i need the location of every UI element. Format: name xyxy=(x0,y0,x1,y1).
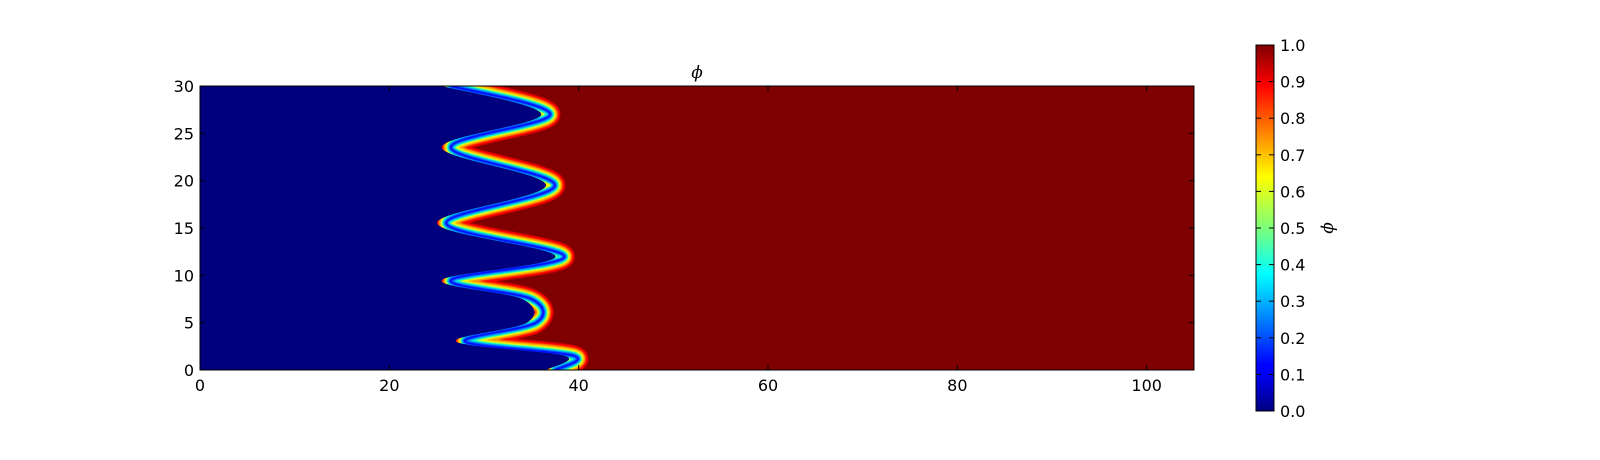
colorbar-tick-label: 1.0 xyxy=(1280,36,1305,55)
colorbar-tick-label: 0.1 xyxy=(1280,365,1305,384)
x-tick-label: 100 xyxy=(1131,376,1162,395)
y-tick-label: 5 xyxy=(184,314,194,333)
x-tick-label: 0 xyxy=(195,376,205,395)
interface-core-band xyxy=(445,86,579,370)
x-tick-label: 40 xyxy=(568,376,588,395)
heatmap-area xyxy=(200,86,1194,370)
y-axis: 0 5 10 15 20 25 30 xyxy=(174,77,1194,380)
y-tick-label: 25 xyxy=(174,124,194,143)
colorbar-tick-label: 0.4 xyxy=(1280,256,1305,275)
colorbar-tick-label: 0.5 xyxy=(1280,219,1305,238)
y-tick-label: 30 xyxy=(174,77,194,96)
colorbar-tick-label: 0.8 xyxy=(1280,109,1305,128)
colorbar-label: ϕ xyxy=(1319,222,1339,234)
x-tick-label: 80 xyxy=(947,376,967,395)
colorbar-tick-label: 0.6 xyxy=(1280,182,1305,201)
chart-title: ϕ xyxy=(691,63,703,83)
low-phase-core xyxy=(200,86,570,370)
y-tick-label: 15 xyxy=(174,219,194,238)
colorbar-tick-label: 0.9 xyxy=(1280,73,1305,92)
y-tick-label: 10 xyxy=(174,266,194,285)
colorbar-tick-label: 0.3 xyxy=(1280,292,1305,311)
colorbar-tick-label: 0.2 xyxy=(1280,329,1305,348)
x-axis: 0 20 40 60 80 100 xyxy=(195,86,1162,395)
colorbar-axis: 0.0 0.1 0.2 0.3 0.4 0.5 0.6 0.7 0.8 0.9 1.0 xyxy=(1256,36,1305,421)
x-tick-label: 20 xyxy=(379,376,399,395)
y-tick-label: 0 xyxy=(184,361,194,380)
x-tick-label: 60 xyxy=(758,376,778,395)
interface-band xyxy=(200,86,588,370)
colorbar-tick-label: 0.0 xyxy=(1280,402,1305,421)
y-tick-label: 20 xyxy=(174,172,194,191)
colorbar-tick-label: 0.7 xyxy=(1280,146,1305,165)
